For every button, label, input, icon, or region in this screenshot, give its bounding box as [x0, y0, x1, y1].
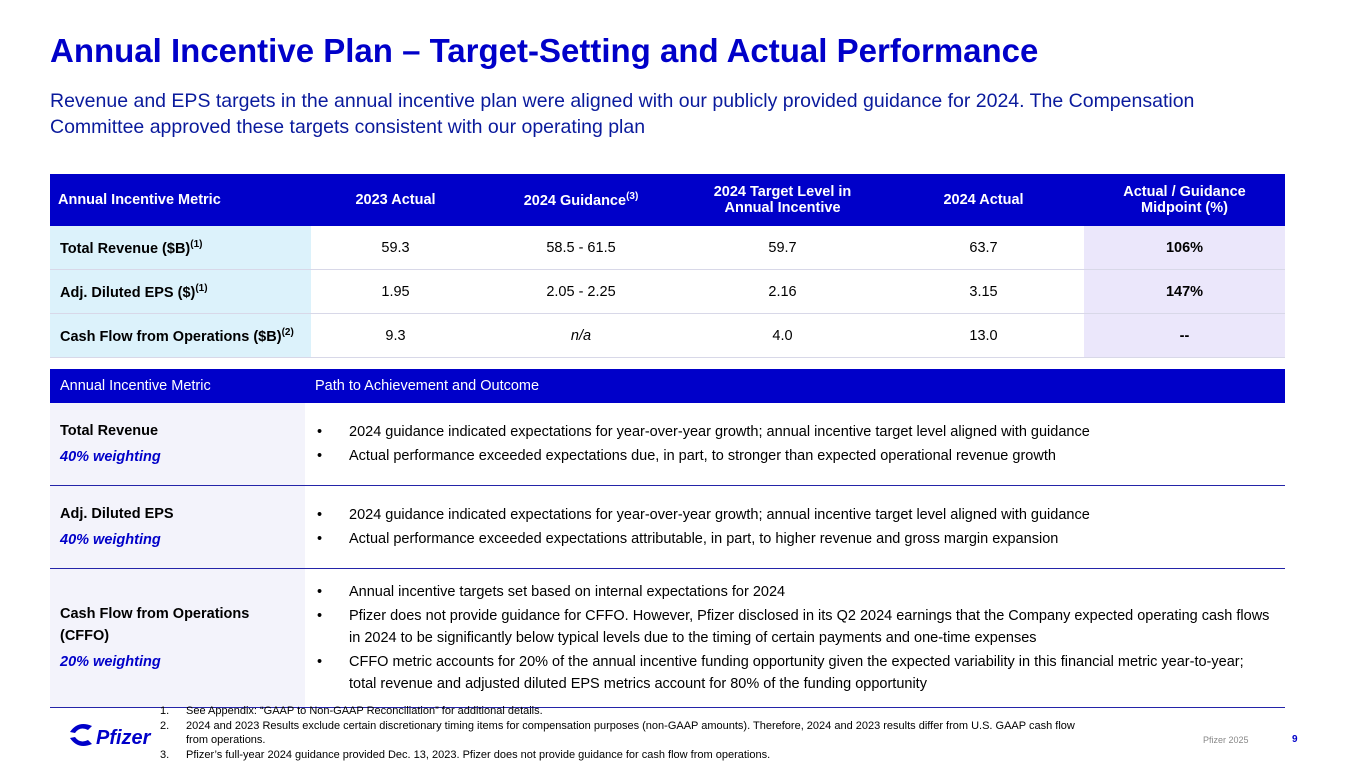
weighting: 20% weighting: [60, 654, 161, 670]
weighting: 40% weighting: [60, 532, 161, 548]
value-cell: 3.15: [883, 269, 1084, 314]
header-cell: Annual Incentive Metric: [50, 369, 305, 403]
logo: Pfizer: [70, 724, 152, 749]
row: Cash Flow from Operations (CFFO) 20% weig…: [50, 568, 1285, 708]
text: Total Revenue ($B): [60, 240, 191, 257]
metric-cell: Cash Flow from Operations (CFFO) 20% weig…: [50, 568, 305, 708]
metric: Total Revenue: [60, 423, 159, 439]
metric-cell: Adj. Diluted EPS 40% weighting: [50, 485, 305, 569]
row: Total Revenue 40% weighting 2024 guidance …: [50, 403, 1285, 486]
subtitle: Revenue and EPS targets in the annual in…: [50, 90, 1195, 138]
outcome-cell: 2024 guidance indicated expectations for…: [305, 403, 1285, 486]
footnote: 3. Pfizer’s full-year 2024 guidance provi…: [160, 748, 1080, 763]
value-cell: 9.3: [311, 313, 480, 358]
footnote-ref: (2): [281, 326, 294, 338]
metric-cell: Adj. Diluted EPS ($)(1): [50, 269, 311, 314]
row: Cash Flow from Operations ($B)(2) 9.3 n/a 4…: [50, 313, 1285, 358]
logo-mark: [70, 724, 92, 746]
value-cell: --: [1084, 313, 1285, 358]
bullet: Annual incentive targets set based on in…: [317, 581, 1275, 603]
bullet: Actual performance exceeded expectations…: [317, 445, 1275, 467]
value-cell: 2.16: [682, 269, 883, 314]
text: 2023 Actual: [355, 192, 436, 208]
footnote-ref: (1): [190, 238, 203, 250]
value-cell: 59.3: [311, 226, 480, 270]
value-cell: 63.7: [883, 226, 1084, 270]
footnote-ref: (3): [626, 191, 639, 203]
outcome-cell: Annual incentive targets set based on in…: [305, 568, 1285, 708]
outcome-cell: 2024 guidance indicated expectations for…: [305, 485, 1285, 569]
footer: Pfizer 2025: [1203, 735, 1249, 745]
value-cell: 58.5 - 61.5: [480, 226, 682, 270]
text: Annual Incentive Metric: [58, 192, 221, 208]
metric-cell: Cash Flow from Operations ($B)(2): [50, 313, 311, 358]
footnote: 1. See Appendix: “GAAP to Non-GAAP Reconc…: [160, 704, 1080, 719]
value-cell: 147%: [1084, 269, 1285, 314]
footnote-text: Pfizer’s full-year 2024 guidance provide…: [186, 748, 771, 761]
footnote-number: 3.: [160, 748, 170, 761]
text: Adj. Diluted EPS ($): [60, 284, 196, 301]
header-cell: 2023 Actual: [311, 174, 480, 226]
value-cell: 1.95: [311, 269, 480, 314]
bullet: Actual performance exceeded expectations…: [317, 528, 1275, 550]
bullet-list: 2024 guidance indicated expectations for…: [315, 504, 1275, 550]
footnotes: 1. See Appendix: “GAAP to Non-GAAP Reconc…: [160, 704, 1080, 762]
value-cell: 4.0: [682, 313, 883, 358]
bullet-list: 2024 guidance indicated expectations for…: [315, 421, 1275, 467]
footnote-ref: (1): [195, 282, 208, 294]
path-table: Annual Incentive Metric Path to Achieveme…: [50, 369, 1285, 708]
performance-table: Annual Incentive Metric 2023 Actual 2024 G…: [50, 174, 1285, 358]
text: 2024 Guidance: [523, 192, 627, 209]
header-cell: Actual / Guidance Midpoint (%): [1084, 174, 1285, 226]
value-cell: 59.7: [682, 226, 883, 270]
metric-cell: Total Revenue ($B)(1): [50, 226, 311, 270]
value-cell: 106%: [1084, 226, 1285, 270]
text: 2024 Target Level in Annual Incentive: [713, 184, 852, 216]
footnote-number: 1.: [160, 705, 170, 717]
bullet: Pfizer does not provide guidance for CFF…: [317, 605, 1275, 649]
value-cell: 2.05 - 2.25: [480, 269, 682, 314]
text: Actual / Guidance Midpoint (%): [1123, 184, 1246, 216]
header-cell: Annual Incentive Metric: [50, 174, 311, 226]
text: Cash Flow from Operations ($B): [60, 328, 282, 345]
bullet-list: Annual incentive targets set based on in…: [315, 581, 1275, 695]
row: Adj. Diluted EPS 40% weighting 2024 guidan…: [50, 485, 1285, 569]
weighting: 40% weighting: [60, 449, 161, 465]
value-cell: 13.0: [883, 313, 1084, 358]
footnote-text: See Appendix: “GAAP to Non-GAAP Reconcil…: [186, 705, 543, 717]
metric: Cash Flow from Operations (CFFO): [60, 606, 250, 644]
bullet: 2024 guidance indicated expectations for…: [317, 504, 1275, 526]
header-cell: 2024 Target Level in Annual Incentive: [682, 174, 883, 226]
footnote: 2. 2024 and 2023 Results exclude certain …: [160, 719, 1080, 748]
header-cell: 2024 Guidance(3): [480, 174, 682, 226]
bullet: CFFO metric accounts for 20% of the annu…: [317, 651, 1275, 695]
text: 2024 Actual: [943, 192, 1024, 208]
footnote-text: 2024 and 2023 Results exclude certain di…: [186, 719, 1075, 747]
value-cell: n/a: [480, 313, 682, 358]
logo-text: Pfizer: [96, 727, 152, 749]
footnote-number: 2.: [160, 719, 170, 732]
row: Adj. Diluted EPS ($)(1) 1.95 2.05 - 2.25 2.…: [50, 269, 1285, 314]
header-cell: Path to Achievement and Outcome: [305, 369, 1285, 403]
page-number: 9: [1292, 734, 1298, 745]
title: Annual Incentive Plan – Target-Setting a…: [50, 32, 1039, 69]
metric-cell: Total Revenue 40% weighting: [50, 403, 305, 486]
header-cell: 2024 Actual: [883, 174, 1084, 226]
bullet: 2024 guidance indicated expectations for…: [317, 421, 1275, 443]
metric: Adj. Diluted EPS: [60, 506, 174, 522]
row: Total Revenue ($B)(1) 59.3 58.5 - 61.5 59.7…: [50, 226, 1285, 270]
